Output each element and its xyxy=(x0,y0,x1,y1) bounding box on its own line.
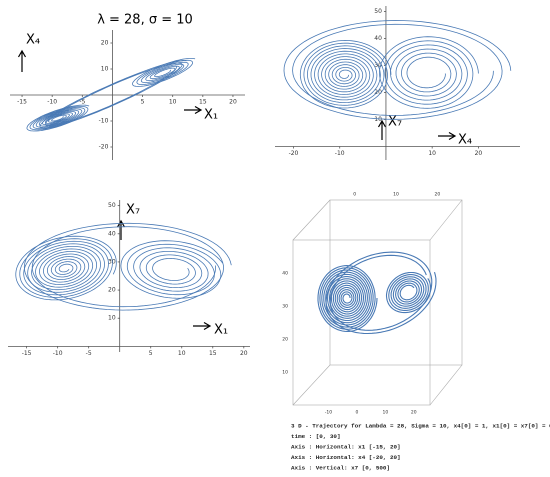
y-tick-label: 20 xyxy=(101,40,109,47)
x-tick-label: -10 xyxy=(47,99,57,106)
y-tick-label: 20 xyxy=(374,89,382,96)
x-tick-label: 20 xyxy=(229,99,237,106)
trajectory xyxy=(299,39,392,109)
z-tick-label: 20 xyxy=(282,337,288,343)
y-axis-label: X₇ xyxy=(388,115,402,130)
x-tick-label: 15 xyxy=(209,350,217,357)
x-tick-label: -5 xyxy=(79,99,85,106)
trajectory xyxy=(325,251,437,335)
x-axis-label: X₁ xyxy=(214,323,228,338)
x-tick-label: 5 xyxy=(149,350,153,357)
x-tick-label: 10 xyxy=(382,410,388,416)
z-tick-label: 10 xyxy=(282,370,288,376)
z-tick-label: 40 xyxy=(282,271,288,277)
x-tick-label: 0 xyxy=(355,410,358,416)
arrow xyxy=(377,119,387,140)
x-tick-label: -5 xyxy=(86,350,92,357)
trajectory xyxy=(39,59,187,129)
caption-line: Axis : Vertical: x7 [0, 500] xyxy=(291,465,390,472)
y-tick-label: 40 xyxy=(374,35,382,42)
x-tick-label: -10 xyxy=(53,350,63,357)
arrow xyxy=(116,219,126,240)
x-tick-label: 20 xyxy=(411,410,417,416)
panel-title: λ = 28, σ = 10 xyxy=(97,13,193,28)
y-tick-label: 50 xyxy=(374,8,382,15)
y-tick-label: 20 xyxy=(434,192,440,198)
x-tick-label: 15 xyxy=(199,99,207,106)
3d-box xyxy=(292,199,463,406)
trajectory xyxy=(23,222,232,311)
x-tick-label: 20 xyxy=(240,350,248,357)
y-tick-label: 10 xyxy=(374,116,382,123)
arrow xyxy=(438,131,457,141)
trajectory xyxy=(132,58,196,87)
x-tick-label: -20 xyxy=(289,150,299,157)
trajectory xyxy=(379,36,479,109)
arrow xyxy=(17,49,27,72)
x-tick-label: -10 xyxy=(335,150,345,157)
x-tick-label: 10 xyxy=(178,350,186,357)
x-tick-label: 5 xyxy=(141,99,145,106)
x-tick-label: 20 xyxy=(475,150,483,157)
x-tick-label: 10 xyxy=(428,150,436,157)
x-tick-label: -15 xyxy=(22,350,32,357)
trajectory xyxy=(283,20,512,120)
x-tick-label: 10 xyxy=(169,99,177,106)
y-tick-label: 30 xyxy=(108,258,116,265)
caption-line: Axis : Horizontal: x4 [-20, 20] xyxy=(291,454,401,461)
x-tick-label: -10 xyxy=(325,410,332,416)
trajectory xyxy=(120,240,224,299)
caption-line: 3 D - Trajectory for Lambda = 28, Sigma … xyxy=(291,423,550,430)
x-tick-label: -15 xyxy=(17,99,27,106)
y-tick-label: 10 xyxy=(393,192,399,198)
y-tick-label: 10 xyxy=(101,66,109,73)
y-tick-label: -20 xyxy=(99,144,109,151)
caption-line: Axis : Horizontal: x1 [-15, 20] xyxy=(291,444,401,451)
y-axis-label: X₄ xyxy=(26,33,40,48)
x-axis-label: X₁ xyxy=(204,108,218,123)
trajectory xyxy=(317,265,378,333)
trajectory xyxy=(15,235,117,301)
y-tick-label: 40 xyxy=(108,230,116,237)
y-tick-label: 20 xyxy=(108,287,116,294)
y-axis-label: X₇ xyxy=(126,203,140,218)
caption-line: time : [0, 30] xyxy=(291,433,341,440)
y-tick-label: 0 xyxy=(353,192,356,198)
arrow xyxy=(193,321,212,331)
z-tick-label: 30 xyxy=(282,304,288,310)
y-tick-label: -10 xyxy=(99,118,109,125)
arrow xyxy=(184,105,203,115)
x-axis-label: X₄ xyxy=(458,133,472,148)
trajectory xyxy=(385,271,432,314)
y-tick-label: 50 xyxy=(108,202,116,209)
y-tick-label: 10 xyxy=(108,315,116,322)
